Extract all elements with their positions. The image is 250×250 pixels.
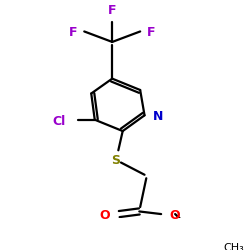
Text: CH₃: CH₃ bbox=[223, 243, 244, 250]
Text: Cl: Cl bbox=[53, 115, 66, 128]
Text: F: F bbox=[147, 26, 156, 40]
Text: N: N bbox=[152, 110, 163, 123]
Text: O: O bbox=[100, 209, 110, 222]
Text: S: S bbox=[111, 154, 120, 167]
Text: F: F bbox=[108, 4, 116, 18]
Text: O: O bbox=[169, 209, 180, 222]
Text: F: F bbox=[69, 26, 77, 40]
